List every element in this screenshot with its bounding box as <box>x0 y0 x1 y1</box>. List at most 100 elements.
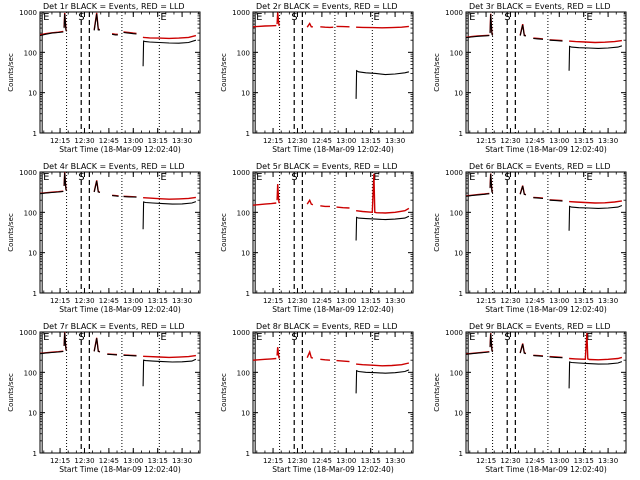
chart-title: Det 6r BLACK = Events, RED = LLD <box>469 162 611 171</box>
y-tick-label: 100 <box>237 49 250 57</box>
marker-label: S <box>504 12 510 23</box>
x-tick-label: 12:45 <box>312 457 332 465</box>
marker-label: S <box>504 332 510 343</box>
series-lld-line <box>569 200 623 204</box>
marker-label: E <box>160 332 166 343</box>
y-tick-label: 1000 <box>232 329 250 337</box>
x-tick-label: 12:30 <box>74 137 94 145</box>
marker-label: E <box>160 172 166 183</box>
x-tick-label: 13:00 <box>549 137 569 145</box>
marker-label: E <box>43 172 49 183</box>
x-axis-label: Start Time (18-Mar-09 12:02:40) <box>485 305 607 314</box>
series-events-line <box>533 197 544 200</box>
chart-panel-2: Det 2r BLACK = Events, RED = LLD 1 10 100 10… <box>220 2 414 154</box>
series-events-line <box>93 13 100 31</box>
plot-frame <box>252 11 414 134</box>
y-tick-label: 10 <box>28 90 37 98</box>
series-lld-line <box>306 349 314 359</box>
series-events-line <box>489 14 494 36</box>
y-axis-label: Counts/sec <box>220 213 228 252</box>
y-axis-label: Counts/sec <box>433 213 441 252</box>
marker-label: E <box>43 12 49 23</box>
marker-label: S <box>504 172 510 183</box>
x-tick-label: 12:15 <box>50 297 70 305</box>
y-axis-label: Counts/sec <box>7 213 15 252</box>
plot-frame <box>252 171 414 294</box>
x-axis-label: Start Time (18-Mar-09 12:02:40) <box>59 465 181 474</box>
series-events-line <box>568 45 623 71</box>
x-axis-label: Start Time (18-Mar-09 12:02:40) <box>59 305 181 314</box>
y-tick-label: 10 <box>454 250 463 258</box>
y-axis-label: Counts/sec <box>433 373 441 412</box>
series-events-line <box>142 201 197 230</box>
series-events-line <box>123 354 137 357</box>
x-axis-label: Start Time (18-Mar-09 12:02:40) <box>272 145 394 154</box>
x-axis-label: Start Time (18-Mar-09 12:02:40) <box>272 305 394 314</box>
series-lld-line <box>356 362 410 367</box>
x-tick-label: 13:30 <box>385 457 405 465</box>
series-events-line <box>142 358 197 387</box>
marker-label: S <box>291 12 297 23</box>
chart-title: Det 1r BLACK = Events, RED = LLD <box>43 2 185 11</box>
series-events-line <box>123 196 137 198</box>
series-events-line <box>107 353 118 356</box>
x-axis-label: Start Time (18-Mar-09 12:02:40) <box>485 465 607 474</box>
series-lld-line <box>320 26 334 29</box>
x-axis-label: Start Time (18-Mar-09 12:02:40) <box>485 145 607 154</box>
x-tick-label: 12:45 <box>99 297 119 305</box>
series-events-line <box>519 343 527 355</box>
chart-title: Det 7r BLACK = Events, RED = LLD <box>43 322 185 331</box>
y-tick-label: 100 <box>450 369 463 377</box>
series-lld-line <box>336 206 350 209</box>
x-tick-label: 13:30 <box>172 297 192 305</box>
y-tick-label: 10 <box>241 90 250 98</box>
series-lld-line <box>276 12 280 27</box>
x-tick-label: 13:15 <box>361 457 381 465</box>
marker-label: E <box>586 332 592 343</box>
series-events-line <box>355 69 410 99</box>
series-lld-line <box>320 205 330 208</box>
x-tick-label: 12:45 <box>99 137 119 145</box>
series-events-line <box>63 13 68 32</box>
series-events-line <box>519 24 527 37</box>
x-tick-label: 12:15 <box>476 137 496 145</box>
y-tick-label: 100 <box>237 369 250 377</box>
x-tick-label: 13:15 <box>574 457 594 465</box>
series-events-line <box>142 39 197 67</box>
series-lld-line <box>569 332 623 361</box>
series-events-line <box>465 351 490 355</box>
marker-label: E <box>43 332 49 343</box>
plot-frame <box>465 331 627 454</box>
y-tick-label: 10 <box>241 250 250 258</box>
x-tick-label: 12:45 <box>525 297 545 305</box>
series-events-line <box>489 333 494 353</box>
series-events-line <box>39 31 64 37</box>
marker-label: S <box>291 332 297 343</box>
y-tick-label: 1000 <box>19 329 37 337</box>
y-tick-label: 100 <box>450 209 463 217</box>
chart-panel-8: Det 8r BLACK = Events, RED = LLD 1 10 100 10… <box>220 322 414 474</box>
x-tick-label: 12:15 <box>50 457 70 465</box>
series-lld-line <box>142 34 197 40</box>
y-tick-label: 1 <box>33 130 37 138</box>
series-events-line <box>533 37 544 40</box>
series-events-line <box>465 35 490 39</box>
series-events-line <box>355 215 410 241</box>
y-tick-label: 1000 <box>232 9 250 17</box>
y-axis-label: Counts/sec <box>433 53 441 92</box>
x-tick-label: 12:15 <box>263 297 283 305</box>
x-tick-label: 13:00 <box>123 137 143 145</box>
x-tick-label: 12:30 <box>500 137 520 145</box>
series-events-line <box>533 355 544 357</box>
marker-label: E <box>586 172 592 183</box>
x-tick-label: 13:15 <box>361 297 381 305</box>
plot-frame <box>465 171 627 294</box>
x-tick-label: 12:30 <box>500 457 520 465</box>
x-axis-label: Start Time (18-Mar-09 12:02:40) <box>272 465 394 474</box>
y-tick-label: 1 <box>246 130 250 138</box>
x-tick-label: 13:15 <box>361 137 381 145</box>
x-tick-label: 12:30 <box>287 137 307 145</box>
y-tick-label: 100 <box>450 49 463 57</box>
y-tick-label: 1 <box>33 450 37 458</box>
